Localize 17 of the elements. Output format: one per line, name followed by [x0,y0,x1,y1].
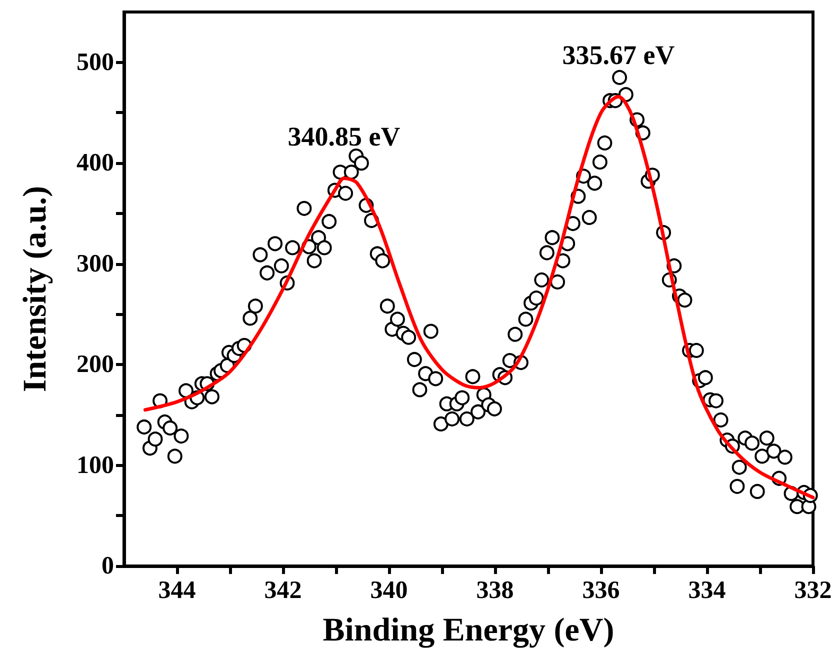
y-tick-label: 0 [102,552,114,580]
y-tick-label: 100 [76,452,114,479]
y-tick-label: 300 [76,250,114,278]
annotation: 340.85 eV [288,122,401,152]
x-tick-label: 336 [582,577,620,604]
annotation: 335.67 eV [562,40,676,70]
y-tick-label: 200 [76,351,114,378]
y-tick-label: 500 [76,48,114,76]
x-tick-label: 334 [688,577,726,604]
x-tick-label: 340 [370,577,408,604]
x-tick-label: 332 [794,577,832,604]
y-axis-title: Intensity (a.u.) [18,186,54,392]
x-tick-label: 338 [476,577,514,604]
x-tick-label: 342 [264,577,302,604]
x-tick-label: 344 [158,577,196,604]
y-tick-label: 400 [76,150,114,177]
x-axis-title: Binding Energy (eV) [322,612,614,648]
